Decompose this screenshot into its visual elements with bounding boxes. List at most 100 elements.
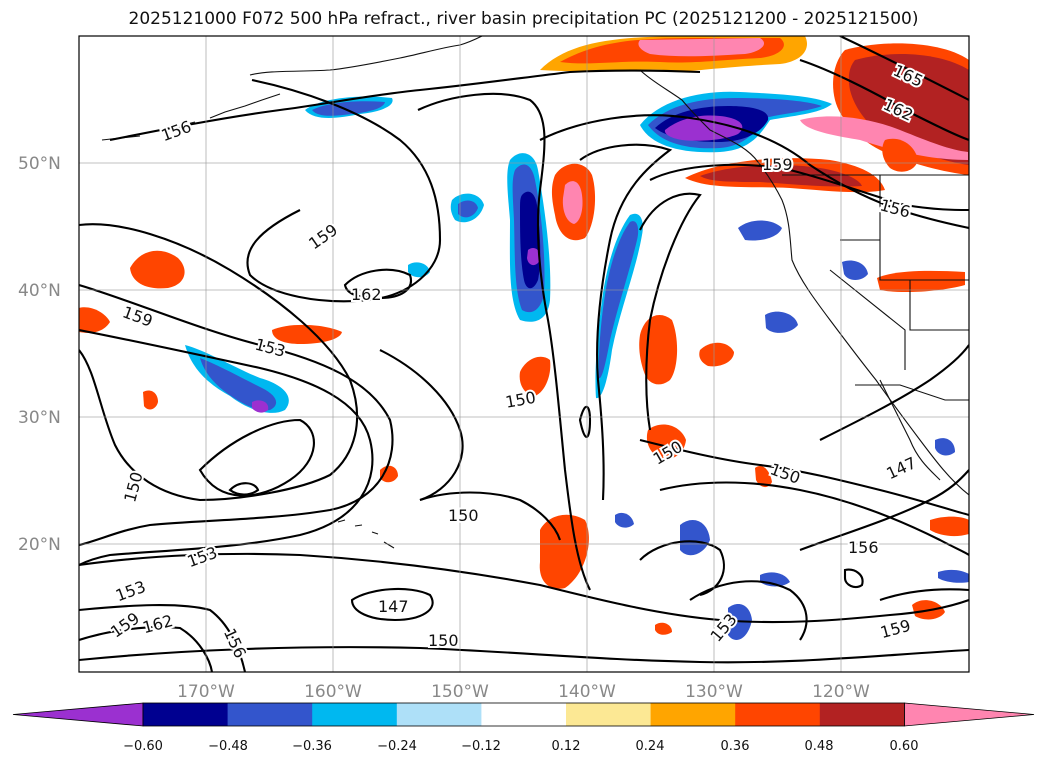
contour-line: [79, 283, 394, 547]
contour-line: [419, 491, 561, 541]
contour-line: [839, 36, 969, 101]
precip-positive-patch: [143, 390, 158, 410]
contour-line: [819, 344, 969, 441]
precip-positive-patch: [638, 38, 765, 57]
precip-negative-patch: [408, 262, 430, 278]
refractivity-contours: [79, 36, 969, 672]
contour-line: [79, 328, 374, 566]
precip-positive-patch: [699, 342, 734, 367]
precip-negative-patch: [615, 512, 634, 528]
state-border: [909, 280, 969, 331]
precip-positive-patch: [700, 164, 862, 187]
colorbar-swatch: [143, 703, 229, 726]
colorbar: [12, 702, 1035, 727]
precip-negative-patch: [252, 400, 269, 413]
precip-negative-patch: [527, 248, 541, 266]
lat-label: 40°N: [18, 281, 61, 301]
colorbar-extend-low: [12, 702, 144, 727]
precip-negative-patch: [680, 520, 710, 556]
colorbar-tick: 0.60: [890, 739, 919, 754]
contour-line: [639, 540, 725, 597]
precip-positive-patch: [800, 116, 968, 160]
contour-label: 159: [762, 155, 793, 174]
contour-label: 150: [448, 506, 479, 525]
precip-positive-patch: [655, 622, 672, 635]
precip-positive-patch: [380, 465, 398, 483]
contour-line: [578, 405, 592, 438]
coastlines: [101, 36, 969, 549]
lon-label: 170°W: [177, 682, 235, 702]
colorbar-swatch: [312, 703, 398, 726]
state-border: [879, 175, 969, 281]
precip-positive-patch: [519, 356, 551, 396]
colorbar-swatch: [227, 703, 313, 726]
contour-label: 162: [351, 285, 382, 304]
north-america-coast: [639, 69, 969, 496]
precip-positive-patch: [539, 514, 589, 589]
colorbar-extend-high: [904, 702, 1035, 727]
colorbar-swatch: [650, 703, 736, 726]
map-border: [78, 35, 970, 673]
colorbar-swatch: [735, 703, 821, 726]
contour-line: [79, 626, 214, 672]
lon-label: 120°W: [812, 682, 870, 702]
lon-label: 150°W: [431, 682, 489, 702]
precip-positive-patch: [639, 315, 678, 385]
precip-positive-patch: [755, 465, 772, 488]
precip-negative-patch: [598, 221, 639, 379]
contour-line: [79, 646, 969, 664]
contour-line: [228, 482, 260, 496]
lon-label: 140°W: [558, 682, 616, 702]
precip-negative-patch: [664, 115, 743, 141]
precip-negative-patch: [738, 220, 782, 241]
precip-negative-patch: [842, 260, 868, 280]
chart-title: 2025121000 F072 500 hPa refract., river …: [128, 9, 919, 29]
contour-line: [649, 163, 969, 212]
us-mexico-border: [855, 384, 969, 401]
colorbar-tick: 0.36: [721, 739, 750, 754]
precip-patches: [79, 36, 969, 640]
lat-label: 20°N: [18, 535, 61, 555]
lon-label: 130°W: [685, 682, 743, 702]
colorbar-tick: −0.24: [377, 739, 417, 754]
colorbar-outline: [142, 702, 905, 727]
colorbar-swatch: [396, 703, 482, 726]
precip-negative-patch: [312, 101, 385, 116]
precip-positive-patch: [646, 424, 686, 460]
contour-line: [799, 59, 969, 141]
precip-negative-patch: [938, 569, 969, 583]
precip-positive-patch: [930, 516, 969, 537]
precip-positive-patch: [130, 250, 185, 289]
contour-line: [879, 588, 969, 601]
latitude-labels: 50°N 40°N 30°N 20°N: [18, 154, 61, 555]
precip-positive-patch: [272, 324, 342, 344]
contour-line: [659, 481, 969, 556]
map-frame-bg: [79, 36, 969, 672]
gridlines: [79, 36, 969, 672]
baja-coast: [879, 379, 941, 481]
precip-positive-patch: [877, 270, 965, 293]
colorbar-swatch: [819, 703, 905, 726]
colorbar-swatch: [481, 703, 567, 726]
contour-line: [350, 587, 434, 622]
contour-line: [539, 114, 969, 230]
lon-label: 160°W: [304, 682, 362, 702]
contour-line: [639, 192, 702, 431]
contour-label: 150: [428, 631, 459, 650]
contour-line: [417, 92, 591, 591]
precip-positive-patch: [562, 181, 583, 224]
colorbar-tick: −0.48: [208, 739, 248, 754]
lat-label: 50°N: [18, 154, 61, 174]
colorbar-tick: 0.24: [636, 739, 665, 754]
colorbar-tick: −0.36: [292, 739, 332, 754]
lat-label: 30°N: [18, 408, 61, 428]
contour-line: [198, 418, 315, 497]
hawaii-islands: [337, 519, 395, 549]
precip-negative-patch: [200, 358, 277, 411]
contour-line: [246, 78, 442, 303]
contour-label: 156: [848, 538, 879, 557]
precip-negative-patch: [765, 311, 798, 333]
contour-line: [579, 143, 673, 501]
colorbar-tick: 0.12: [552, 739, 581, 754]
